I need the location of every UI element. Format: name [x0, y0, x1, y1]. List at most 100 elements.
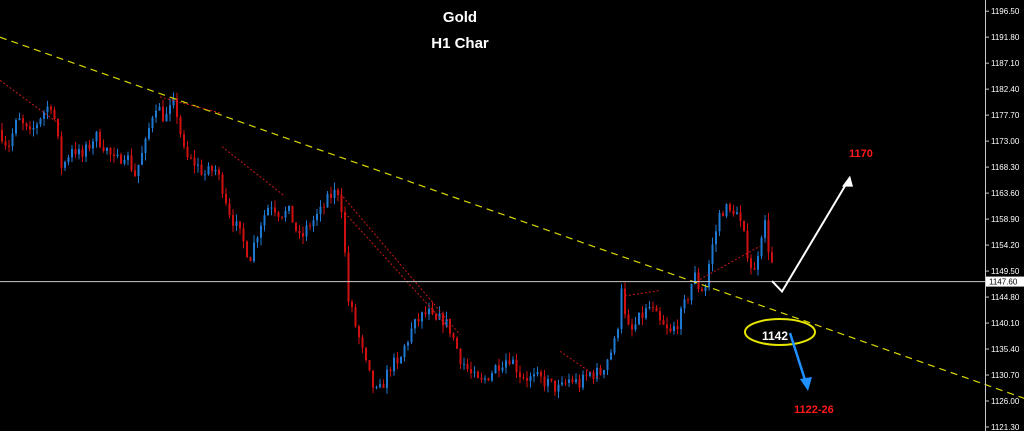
- candle-body: [771, 252, 773, 263]
- candle-body: [547, 378, 549, 387]
- candle-body: [235, 221, 238, 226]
- candle-body: [372, 370, 374, 388]
- candle-body: [393, 357, 395, 372]
- candle-body: [578, 379, 581, 388]
- candle-body: [386, 369, 388, 388]
- candle-body: [554, 380, 556, 392]
- candle-body: [596, 367, 598, 379]
- candle-body: [211, 165, 213, 172]
- annotations-group: 1170 1142 1122-26: [744, 148, 873, 416]
- candle-body: [64, 161, 66, 168]
- candle-body: [701, 289, 703, 292]
- candle-body: [228, 203, 231, 216]
- candle-body: [501, 367, 504, 371]
- y-tick-label: 1168.30: [991, 163, 1020, 172]
- y-tick-label: 1154.20: [991, 241, 1020, 250]
- candle-body: [669, 328, 672, 332]
- candle-body: [95, 131, 98, 142]
- candle-body: [151, 117, 154, 129]
- candle-body: [445, 318, 448, 326]
- candle-body: [179, 117, 182, 135]
- candle-body: [309, 225, 311, 227]
- current-price-tag: [986, 276, 1024, 287]
- candle-body: [561, 382, 563, 385]
- candle-body: [344, 212, 346, 253]
- candle-body: [169, 105, 171, 114]
- candle-body: [204, 174, 206, 176]
- candle-body: [60, 136, 63, 168]
- fractal-line: [221, 146, 286, 197]
- candle-body: [529, 376, 532, 381]
- candle-body: [127, 155, 129, 160]
- candle-body: [666, 324, 668, 329]
- candle-body: [137, 164, 140, 177]
- candle-body: [368, 360, 371, 371]
- candle-body: [256, 237, 259, 243]
- candle-body: [8, 145, 10, 147]
- candle-body: [53, 109, 56, 119]
- candle-body: [109, 148, 112, 155]
- candle-body: [571, 379, 574, 382]
- fractal-line: [337, 190, 461, 335]
- candle-body: [284, 210, 287, 218]
- candle-body: [750, 258, 752, 269]
- candle-body: [120, 154, 122, 164]
- candle-body: [354, 307, 357, 327]
- candle-body: [78, 149, 80, 155]
- candle-body: [431, 308, 434, 314]
- candle-body: [302, 233, 304, 237]
- candle-body: [144, 138, 147, 153]
- candle-body: [298, 230, 301, 234]
- candle-body: [519, 372, 521, 377]
- fractal-line: [624, 289, 661, 297]
- candle-body: [645, 308, 647, 319]
- fractal-line: [559, 350, 601, 380]
- candle-body: [613, 338, 616, 353]
- candle-body: [690, 284, 693, 301]
- candle-body: [603, 370, 605, 375]
- candle-body: [134, 170, 136, 177]
- y-tick-label: 1126.00: [991, 397, 1020, 406]
- guide-lines-group: [0, 36, 1024, 399]
- candle-body: [435, 313, 437, 320]
- candle-body: [424, 312, 427, 315]
- candle-body: [575, 379, 577, 382]
- candle-body: [361, 337, 364, 348]
- candle-body: [22, 118, 24, 124]
- y-tick-label: 1191.80: [991, 33, 1020, 42]
- candle-body: [711, 244, 714, 265]
- y-tick-label: 1182.40: [991, 85, 1020, 94]
- candle-body: [267, 207, 269, 216]
- candle-body: [725, 204, 728, 217]
- candle-body: [715, 231, 717, 245]
- candle-body: [746, 230, 749, 259]
- candle-body: [193, 157, 196, 166]
- candle-body: [260, 225, 262, 238]
- candle-body: [330, 193, 332, 198]
- candle-body: [25, 123, 28, 127]
- candle-body: [214, 169, 217, 172]
- candle-body: [277, 212, 280, 217]
- candle-body: [627, 314, 630, 325]
- candle-body: [239, 221, 241, 229]
- candle-body: [99, 131, 101, 148]
- candle-body: [536, 372, 539, 375]
- candle-body: [190, 157, 192, 159]
- candle-body: [67, 157, 70, 162]
- candle-body: [102, 147, 105, 152]
- candle-body: [123, 159, 126, 164]
- candle-body: [165, 113, 168, 122]
- candle-body: [414, 319, 416, 329]
- candle-body: [200, 164, 203, 175]
- candle-body: [512, 359, 514, 365]
- projection-down-arrowhead: [800, 377, 812, 392]
- candle-body: [620, 288, 623, 330]
- candle-body: [43, 112, 45, 119]
- trendline: [0, 36, 1024, 399]
- support-ellipse: [744, 318, 816, 346]
- candle-body: [382, 384, 385, 388]
- candle-body: [676, 326, 679, 330]
- candle-body: [764, 220, 766, 238]
- candle-body: [631, 324, 633, 330]
- candle-body: [564, 382, 567, 384]
